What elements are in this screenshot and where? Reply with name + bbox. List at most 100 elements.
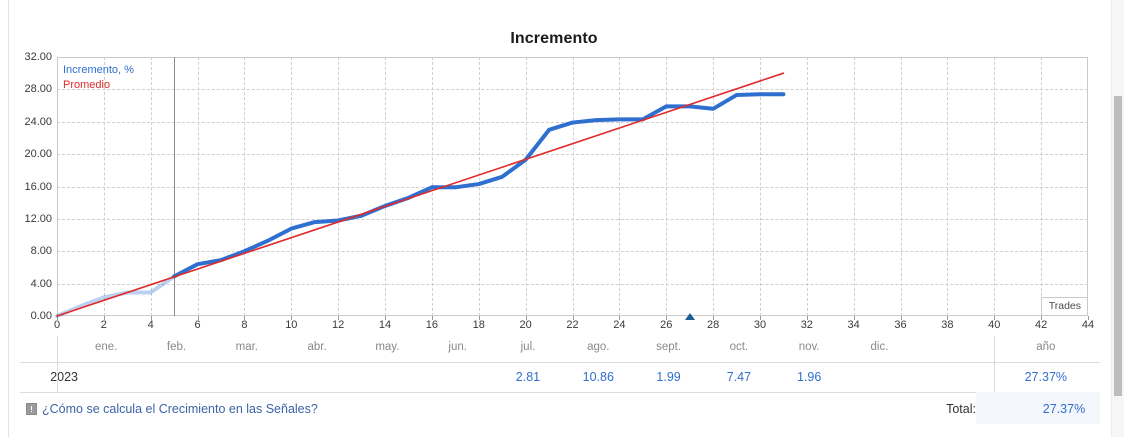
x-axis-tick-label: 18 bbox=[472, 319, 485, 331]
table-column-separator bbox=[994, 362, 996, 392]
month-column-header: oct. bbox=[729, 341, 749, 353]
x-axis-tick-label: 28 bbox=[706, 319, 720, 331]
x-axis-tick-mark bbox=[57, 316, 58, 320]
month-column-header: nov. bbox=[798, 341, 820, 353]
x-axis-tick-label: 44 bbox=[1081, 319, 1095, 331]
table-row: 2023 2.81 10.86 1.99 7.47 1.96 27.37% bbox=[0, 362, 1100, 392]
y-axis-tick-label: 32.00 bbox=[24, 51, 52, 63]
table-cell-year-total: 27.37% bbox=[1024, 370, 1068, 384]
x-axis-tick-mark bbox=[244, 316, 246, 320]
vertical-scrollbar[interactable] bbox=[1111, 0, 1124, 437]
chart-plot-area: 0.00 4.00 8.00 12.00 16.00 20.00 24.00 28.00 32.… bbox=[24, 51, 1094, 331]
page-title: Incremento bbox=[510, 30, 598, 47]
x-axis-tick-label: 20 bbox=[519, 319, 532, 331]
content-left-rule bbox=[8, 0, 9, 437]
x-axis-tick-label: 12 bbox=[332, 319, 345, 331]
months-axis-strip: ene. feb. mar. abr. may. jun. jul. ago. sept. oct… bbox=[57, 336, 1088, 362]
series-line-promedio bbox=[56, 72, 785, 317]
y-axis-tick-label: 24.00 bbox=[24, 115, 52, 128]
table-top-rule bbox=[20, 362, 1100, 363]
y-axis-tick-label: 28.00 bbox=[24, 83, 52, 96]
x-axis-tick-label: 22 bbox=[566, 319, 579, 331]
x-axis-tick-label: 30 bbox=[753, 319, 767, 331]
series-line-incremento-faded bbox=[55, 274, 177, 318]
x-axis-tick-mark bbox=[525, 316, 527, 320]
x-axis-tick-mark bbox=[947, 316, 949, 320]
y-axis-tick-label: 20.00 bbox=[24, 148, 52, 161]
x-axis-tick-label: 0 bbox=[53, 319, 61, 331]
growth-help-link[interactable]: ¿Cómo se calcula el Crecimiento en las S… bbox=[42, 402, 318, 416]
year-column-header: año bbox=[1036, 341, 1056, 353]
month-column-header: ago. bbox=[587, 341, 610, 353]
table-cell-month-value: 10.86 bbox=[582, 370, 614, 384]
table-bottom-rule bbox=[20, 392, 1100, 393]
x-axis-tick-label: 42 bbox=[1035, 319, 1048, 331]
month-column-header: mar. bbox=[235, 341, 258, 353]
x-axis-tick-mark bbox=[853, 316, 855, 320]
x-axis-tick-mark bbox=[1041, 316, 1043, 320]
months-strip-separator bbox=[994, 336, 996, 362]
month-column-header: may. bbox=[375, 341, 400, 353]
legend-item-promedio: Promedio bbox=[63, 79, 111, 91]
series-line-incremento bbox=[172, 92, 786, 279]
total-value: 27.37% bbox=[1042, 402, 1086, 416]
scrollbar-thumb[interactable] bbox=[1114, 96, 1122, 396]
table-row-year-label: 2023 bbox=[50, 370, 78, 384]
x-axis-tick-mark bbox=[619, 316, 621, 320]
table-cell-month-value: 1.99 bbox=[656, 370, 681, 384]
months-strip-separator bbox=[57, 336, 58, 362]
chart-legend: Incremento, % Promedio bbox=[63, 63, 134, 93]
month-column-header: ene. bbox=[95, 341, 118, 353]
backtest-live-divider bbox=[174, 57, 176, 316]
total-highlight-box bbox=[976, 392, 1100, 424]
legend-item-incremento: Incremento, % bbox=[63, 64, 134, 76]
table-cell-month-value: 1.96 bbox=[796, 370, 822, 384]
x-axis-tick-mark bbox=[385, 316, 387, 320]
x-axis-tick-label: 34 bbox=[847, 319, 860, 331]
x-axis-tick-label: 26 bbox=[660, 319, 673, 331]
x-axis-tick-mark bbox=[994, 316, 996, 320]
month-column-header: sept. bbox=[656, 341, 682, 353]
x-axis-tick-mark bbox=[713, 316, 715, 320]
series-svg bbox=[55, 72, 786, 318]
x-axis-tick-label: 4 bbox=[147, 319, 154, 331]
x-axis-tick-label: 36 bbox=[894, 319, 907, 331]
y-axis-tick-label: 12.00 bbox=[24, 212, 52, 225]
x-axis-tick-label: 32 bbox=[800, 319, 813, 331]
x-axis-tick-mark bbox=[900, 316, 902, 320]
x-axis-tick-mark bbox=[103, 316, 105, 320]
x-axis-tick-label: 6 bbox=[194, 319, 201, 331]
table-column-separator bbox=[57, 362, 58, 392]
x-axis-tick-mark bbox=[197, 316, 199, 320]
total-label: Total: bbox=[946, 402, 976, 416]
x-axis-tick-label: 40 bbox=[988, 319, 1001, 331]
x-axis-tick-mark bbox=[666, 316, 668, 320]
x-axis-tick-label: 8 bbox=[241, 319, 248, 331]
y-axis-tick-label: 4.00 bbox=[30, 277, 52, 290]
y-axis-tick-label: 8.00 bbox=[30, 245, 52, 258]
month-column-header: feb. bbox=[166, 341, 187, 353]
x-axis-tick-mark bbox=[478, 316, 480, 320]
month-column-header: abr. bbox=[307, 341, 327, 353]
x-axis-tick-label: 10 bbox=[285, 319, 298, 331]
x-axis-tick-mark bbox=[1088, 316, 1089, 320]
x-axis-tick-mark bbox=[150, 316, 152, 320]
table-cell-month-value: 2.81 bbox=[515, 370, 541, 384]
month-column-header: jun. bbox=[448, 341, 467, 353]
x-axis-tick-label: 2 bbox=[100, 319, 107, 331]
x-axis-tick-mark bbox=[338, 316, 340, 320]
month-column-header: jul. bbox=[520, 341, 536, 353]
y-axis-tick-label: 0.00 bbox=[30, 310, 52, 322]
info-icon bbox=[26, 403, 37, 415]
trade-marker-triangle-icon bbox=[684, 313, 695, 320]
month-column-header: dic. bbox=[870, 341, 889, 353]
x-axis-tick-label: 24 bbox=[613, 319, 626, 331]
x-axis-tick-label: 16 bbox=[425, 319, 439, 331]
x-axis-tick-label: 38 bbox=[941, 319, 954, 331]
x-axis-tick-mark bbox=[806, 316, 808, 320]
y-axis-tick-label: 16.00 bbox=[24, 180, 52, 193]
x-axis-tick-mark bbox=[759, 316, 761, 320]
x-axis-tick-mark bbox=[572, 316, 574, 320]
trades-axis-label: Trades bbox=[1040, 297, 1087, 315]
